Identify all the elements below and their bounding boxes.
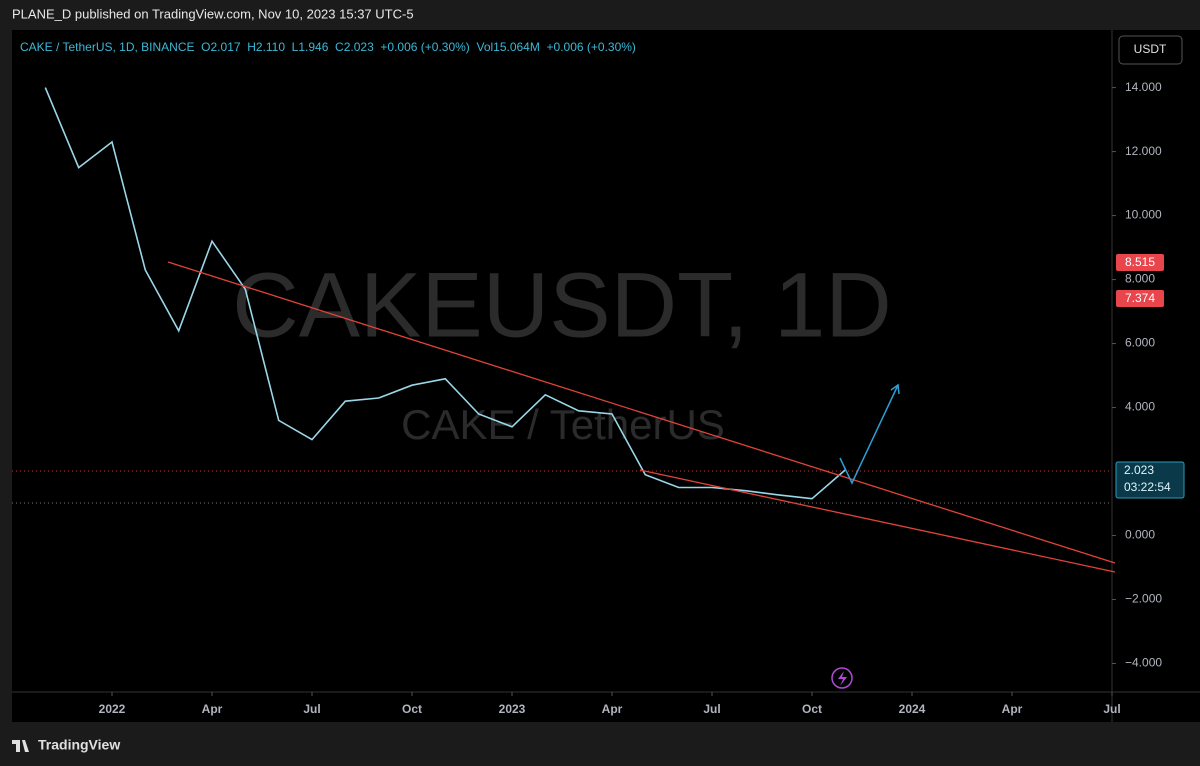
- y-tick-label: 10.000: [1125, 208, 1162, 222]
- price-tag: [1116, 254, 1164, 271]
- published: PLANE_D published on TradingView.com, No…: [12, 6, 414, 21]
- brand: TradingView: [38, 737, 120, 753]
- last-price-tag: [1115, 461, 1185, 499]
- x-tick-label: Apr: [602, 702, 623, 716]
- y-tick-label: 0.000: [1125, 528, 1155, 542]
- x-tick-label: 2023: [499, 702, 526, 716]
- arrow-head: [890, 383, 900, 395]
- x-tick-label: Jul: [703, 702, 720, 716]
- x-tick-label: 2024: [899, 702, 926, 716]
- chart-panel: [12, 30, 1200, 722]
- y-tick-label: 12.000: [1125, 144, 1162, 158]
- y-tick-label: 6.000: [1125, 336, 1155, 350]
- x-tick-label: 2022: [99, 702, 126, 716]
- currency[interactable]: USDT: [1134, 42, 1167, 56]
- y-tick-label: −2.000: [1125, 592, 1162, 606]
- price-line-series: [44, 87, 846, 500]
- brand-logo: [12, 740, 29, 752]
- watermark: CAKEUSDT, 1D: [232, 254, 892, 356]
- price-tag: [1116, 290, 1164, 307]
- last-price: 2.023: [1124, 463, 1154, 477]
- symbol-info: CAKE / TetherUS, 1D, BINANCE O2.017 H2.1…: [20, 40, 636, 54]
- trend-line: [639, 469, 1116, 573]
- y-tick-label: 14.000: [1125, 80, 1162, 94]
- y-tick-label: 8.000: [1125, 272, 1155, 286]
- x-tick-label: Oct: [402, 702, 422, 716]
- x-tick-label: Jul: [303, 702, 320, 716]
- x-tick-label: Oct: [802, 702, 822, 716]
- x-tick-label: Jul: [1103, 702, 1120, 716]
- x-tick-label: Apr: [1002, 702, 1023, 716]
- event-icon[interactable]: [838, 671, 847, 686]
- y-tick-label: 4.000: [1125, 400, 1155, 414]
- currency-button[interactable]: [1118, 35, 1183, 65]
- trend-line: [167, 261, 1116, 564]
- x-tick-label: Apr: [202, 702, 223, 716]
- event-icon[interactable]: [831, 667, 853, 689]
- y-tick-label: −4.000: [1125, 656, 1162, 670]
- projection-arrow: [839, 384, 899, 485]
- price-tag-label: 7.374: [1125, 291, 1155, 305]
- price-tag-label: 8.515: [1125, 255, 1155, 269]
- countdown: 03:22:54: [1124, 480, 1171, 494]
- watermark-subtitle: CAKE / TetherUS: [401, 401, 725, 448]
